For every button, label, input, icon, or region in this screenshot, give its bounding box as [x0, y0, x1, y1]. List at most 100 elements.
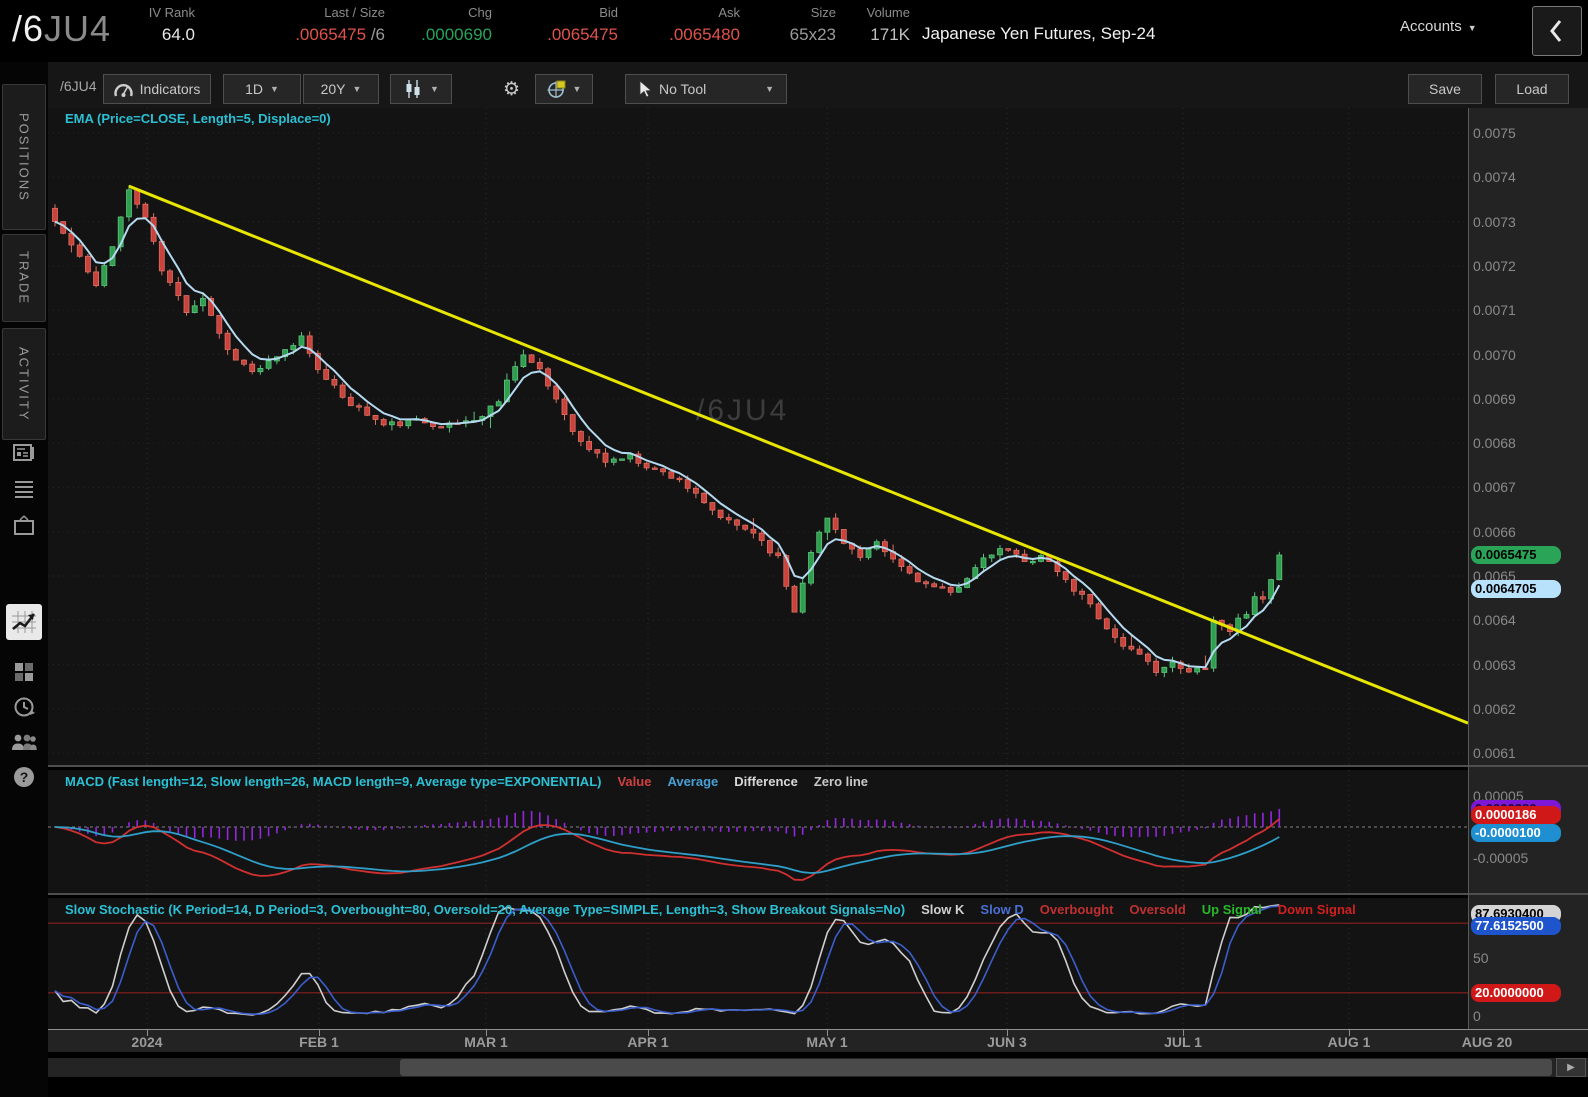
- candlestick-icon: [406, 80, 420, 98]
- time-axis-tick: [1007, 1029, 1008, 1036]
- sidebar-tab-positions[interactable]: POSITIONS: [2, 84, 46, 230]
- macd-legend-row: MACD (Fast length=12, Slow length=26, MA…: [65, 774, 1463, 789]
- sidebar-item-help[interactable]: ?: [0, 762, 48, 792]
- time-axis-tick: [1349, 1029, 1350, 1036]
- load-button[interactable]: Load: [1495, 74, 1569, 104]
- collapse-panel-button[interactable]: [1532, 6, 1582, 56]
- sidebar-item-tv[interactable]: [0, 510, 48, 540]
- sidebar-tab-activity[interactable]: ACTIVITY: [2, 328, 46, 440]
- quote-header: /6JU4 IV Rank 64.0 Last / Size .0065475 …: [0, 0, 1588, 62]
- axis-label: 0.0070: [1473, 346, 1516, 363]
- time-axis-label: MAR 1: [464, 1034, 508, 1050]
- stoch-legend-row: Slow Stochastic (K Period=14, D Period=3…: [65, 902, 1463, 917]
- symbol: /6JU4: [12, 8, 111, 50]
- macd-value-badge: 0.0000186: [1471, 806, 1561, 825]
- stoch-legend-downsignal: Down Signal: [1277, 902, 1356, 917]
- axis-label: 0: [1473, 1008, 1481, 1024]
- stoch-legend-oversold: Oversold: [1129, 902, 1186, 917]
- time-axis[interactable]: [48, 1030, 1588, 1052]
- sidebar-item-community[interactable]: [0, 727, 48, 757]
- axis-label: 0.0062: [1473, 700, 1516, 717]
- last-price-badge: 0.0065475: [1471, 545, 1561, 564]
- arrow-right-icon: ▶: [1567, 1062, 1575, 1073]
- macd-average-badge: -0.0000100: [1471, 824, 1561, 843]
- time-axis-label: APR 1: [627, 1034, 669, 1050]
- time-axis-line: [48, 1029, 1588, 1030]
- sidebar-item-charts-active[interactable]: [6, 604, 42, 640]
- sidebar-item-dashboard[interactable]: [0, 657, 48, 687]
- indicators-button[interactable]: Indicators: [103, 74, 211, 104]
- time-axis-label: AUG 20: [1461, 1034, 1513, 1050]
- stoch-legend-slowd: Slow D: [980, 902, 1024, 917]
- stoch-legend-overbought: Overbought: [1039, 902, 1114, 917]
- svg-text:/6JU4: /6JU4: [696, 394, 789, 427]
- chart-toolbar: /6JU4 Indicators 1D ▼ 20Y ▼ ▼ ⚙ ▼ No Tool …: [48, 62, 1588, 158]
- axis-label: 0.0064: [1473, 612, 1516, 629]
- macd-study-label[interactable]: MACD (Fast length=12, Slow length=26, MA…: [65, 774, 602, 789]
- panel-separator[interactable]: [48, 765, 1588, 767]
- sidebar: POSITIONS TRADE ACTIVITY ?: [0, 62, 48, 1097]
- list-icon: [15, 481, 33, 498]
- news-icon: [13, 444, 34, 461]
- gauge-icon: [113, 83, 133, 97]
- stochastic-panel-canvas[interactable]: [48, 898, 1468, 1029]
- chevron-down-icon: ▼: [269, 84, 279, 94]
- active-tool-dropdown[interactable]: No Tool ▼: [625, 74, 787, 104]
- price-chart-canvas[interactable]: /6JU4: [48, 108, 1468, 765]
- stat-size: Size 65x23: [789, 5, 836, 44]
- chevron-down-icon: ▼: [352, 84, 362, 94]
- stat-volume: Volume 171K: [866, 5, 910, 44]
- scroll-right-button[interactable]: ▶: [1556, 1058, 1586, 1077]
- stoch-oversold-badge: 20.0000000: [1471, 983, 1561, 1002]
- time-axis-label: JUL 1: [1164, 1034, 1202, 1050]
- sidebar-item-watchlist[interactable]: [0, 474, 48, 504]
- price-axis[interactable]: [1469, 108, 1588, 1030]
- axis-label: 0.00005: [1473, 788, 1524, 804]
- chart-icon: [12, 611, 36, 633]
- stat-ask: Ask .0065480: [669, 5, 740, 44]
- svg-text:?: ?: [20, 769, 29, 785]
- help-icon: ?: [14, 767, 34, 787]
- axis-label: 0.0066: [1473, 523, 1516, 540]
- ema-study-label[interactable]: EMA (Price=CLOSE, Length=5, Displace=0): [65, 111, 331, 126]
- grid-icon: [15, 663, 33, 681]
- sidebar-item-history[interactable]: [0, 692, 48, 722]
- ema-value-badge: 0.0064705: [1471, 580, 1561, 599]
- panel-separator[interactable]: [48, 893, 1588, 895]
- macd-legend-difference: Difference: [734, 774, 798, 789]
- symbol-suffix: JU4: [44, 8, 112, 49]
- axis-label: 0.0075: [1473, 125, 1516, 141]
- axis-label: 50: [1473, 950, 1489, 966]
- chevron-down-icon: ▼: [430, 84, 439, 94]
- stat-chg: Chg .0000690: [421, 5, 492, 44]
- time-axis-tick: [827, 1029, 828, 1036]
- chart-type-dropdown[interactable]: ▼: [390, 74, 452, 104]
- people-icon: [12, 734, 37, 750]
- chart-settings-button[interactable]: ⚙: [503, 74, 520, 104]
- time-axis-tick: [319, 1029, 320, 1036]
- tv-icon: [14, 515, 34, 535]
- axis-label: 0.0071: [1473, 302, 1516, 319]
- chevron-down-icon: ▼: [765, 84, 774, 94]
- macd-panel-canvas[interactable]: [48, 770, 1468, 893]
- stoch-study-label[interactable]: Slow Stochastic (K Period=14, D Period=3…: [65, 902, 906, 917]
- accounts-menu[interactable]: Accounts ▼: [1400, 18, 1477, 35]
- sidebar-tab-trade[interactable]: TRADE: [2, 234, 46, 322]
- stat-iv-rank: IV Rank 64.0: [148, 5, 195, 44]
- range-dropdown[interactable]: 20Y ▼: [303, 74, 379, 104]
- drawing-set-dropdown[interactable]: ▼: [535, 74, 593, 104]
- stoch-legend-slowk: Slow K: [921, 902, 965, 917]
- clock-history-icon: [14, 697, 35, 717]
- timeframe-dropdown[interactable]: 1D ▼: [223, 74, 301, 104]
- time-axis-tick: [1183, 1029, 1184, 1036]
- sidebar-item-news[interactable]: [0, 438, 48, 468]
- save-button[interactable]: Save: [1408, 74, 1482, 104]
- axis-label: 0.0068: [1473, 435, 1516, 452]
- time-axis-label: 2024: [131, 1034, 163, 1050]
- scrollbar-thumb[interactable]: [400, 1059, 1552, 1076]
- horizontal-scrollbar[interactable]: ▶: [48, 1058, 1588, 1077]
- time-axis-tick: [147, 1029, 148, 1036]
- axis-label: 0.0072: [1473, 257, 1516, 274]
- time-axis-label: JUN 3: [987, 1034, 1027, 1050]
- axis-label: 0.0065: [1473, 568, 1516, 584]
